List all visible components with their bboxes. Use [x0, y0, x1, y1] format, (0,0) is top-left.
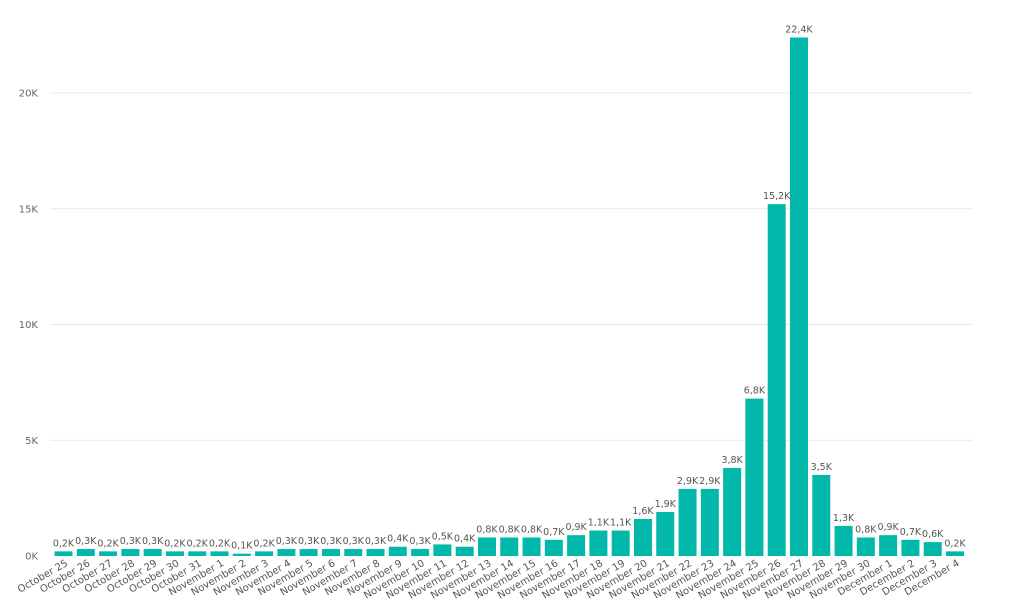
bar — [789, 37, 808, 556]
bar — [856, 537, 875, 556]
bar — [522, 537, 541, 556]
data-label: 0,3K — [298, 536, 320, 547]
data-label: 0,2K — [164, 538, 186, 549]
bar — [678, 488, 697, 556]
bar — [299, 549, 318, 556]
data-label: 3,8K — [721, 455, 743, 466]
bar — [477, 537, 496, 556]
data-label: 0,3K — [276, 536, 298, 547]
y-axis-ticks: 0K 5K 10K 15K 20K — [19, 89, 39, 563]
bar — [923, 542, 942, 556]
bar — [188, 551, 207, 556]
data-label: 0,3K — [343, 536, 365, 547]
bar — [210, 551, 229, 556]
data-label: 0,7K — [900, 527, 922, 538]
bar — [812, 474, 831, 556]
data-label: 0,9K — [877, 522, 899, 533]
bar — [567, 535, 586, 556]
data-label: 0,1K — [231, 541, 253, 552]
bar — [121, 549, 140, 556]
data-label: 0,2K — [253, 538, 275, 549]
data-label: 15,2K — [763, 191, 791, 202]
bar — [54, 551, 73, 556]
y-tick-label: 10K — [19, 320, 39, 331]
y-tick-label: 15K — [19, 204, 39, 215]
data-label: 0,2K — [209, 538, 231, 549]
bar — [143, 549, 162, 556]
data-label: 3,5K — [811, 462, 833, 473]
data-label: 0,6K — [922, 529, 944, 540]
data-label: 0,3K — [320, 536, 342, 547]
data-labels: 0,2K 0,3K 0,2K 0,3K 0,3K 0,2K 0,2K 0,2K 0,1K 0,2K… — [53, 25, 967, 552]
data-label: 0,9K — [565, 522, 587, 533]
data-label: 0,3K — [142, 536, 164, 547]
bar — [321, 549, 340, 556]
data-label: 1,3K — [833, 513, 855, 524]
bar — [255, 551, 274, 556]
data-label: 1,1K — [610, 518, 632, 529]
bar — [656, 512, 675, 556]
data-label: 2,9K — [699, 476, 721, 487]
bar — [544, 539, 563, 556]
data-label: 0,3K — [120, 536, 142, 547]
bar — [99, 551, 118, 556]
data-label: 0,8K — [476, 524, 498, 535]
data-label: 0,4K — [387, 534, 409, 545]
bar — [277, 549, 296, 556]
y-tick-label: 0K — [25, 552, 38, 563]
y-tick-label: 20K — [19, 89, 39, 100]
data-label: 0,3K — [75, 536, 97, 547]
bar — [611, 530, 630, 556]
bar — [76, 549, 95, 556]
bar — [366, 549, 385, 556]
data-label: 0,8K — [499, 524, 521, 535]
bar — [723, 468, 742, 556]
bar — [589, 530, 608, 556]
bar — [344, 549, 363, 556]
data-label: 0,2K — [53, 538, 75, 549]
bar — [834, 525, 853, 556]
bar — [946, 551, 964, 556]
bar — [700, 488, 719, 556]
data-label: 0,3K — [365, 536, 387, 547]
bar — [767, 204, 786, 556]
data-label: 0,3K — [409, 536, 431, 547]
data-label: 1,6K — [632, 506, 654, 517]
bar — [901, 539, 920, 556]
data-label: 0,2K — [97, 538, 119, 549]
bar — [433, 544, 452, 556]
data-label: 0,8K — [855, 524, 877, 535]
data-label: 2,9K — [677, 476, 699, 487]
data-label: 0,5K — [432, 531, 454, 542]
bars — [54, 37, 964, 556]
bar — [745, 398, 764, 556]
data-label: 0,8K — [521, 524, 543, 535]
data-label: 0,7K — [543, 527, 565, 538]
data-label: 6,8K — [744, 386, 766, 397]
data-label: 0,4K — [454, 534, 476, 545]
bar — [388, 546, 407, 556]
gridlines — [50, 92, 972, 441]
bar — [633, 518, 652, 556]
bar — [232, 553, 251, 556]
data-label: 0,2K — [944, 538, 966, 549]
bar — [411, 549, 430, 556]
bar — [165, 551, 184, 556]
bar — [500, 537, 519, 556]
y-tick-label: 5K — [25, 436, 38, 447]
bar — [455, 546, 474, 556]
bar — [879, 535, 898, 556]
data-label: 22,4K — [785, 25, 813, 36]
data-label: 0,2K — [187, 538, 209, 549]
data-label: 1,1K — [588, 518, 610, 529]
data-label: 1,9K — [655, 499, 677, 510]
